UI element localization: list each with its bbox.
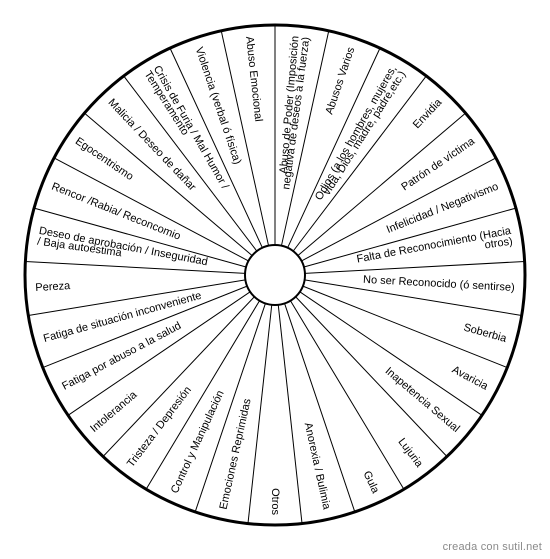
- segment-label: Otros: [269, 488, 281, 515]
- wheel-hub: [245, 245, 305, 305]
- segment-label: Pereza: [35, 280, 71, 294]
- credit-text: creada con sutil.net: [443, 541, 542, 553]
- wheel-diagram: Abuso de Poder (Imposiciónnegativa de de…: [0, 0, 550, 559]
- diagram-canvas: Abuso de Poder (Imposiciónnegativa de de…: [0, 0, 550, 559]
